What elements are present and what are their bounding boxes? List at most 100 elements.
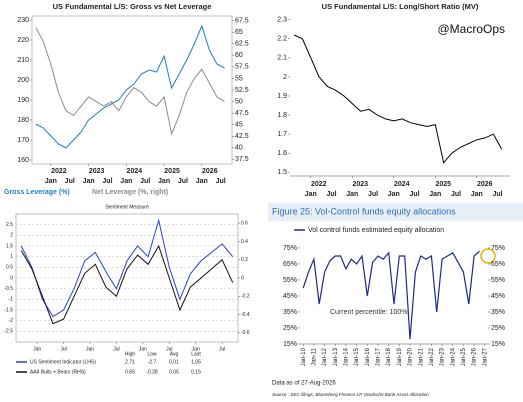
- y2-tick-label: 57.5: [235, 64, 249, 71]
- highlight-circle: [480, 248, 496, 264]
- legend-label: US Sentiment Indicator (LHS): [30, 359, 96, 365]
- y-tick-label: 65%: [283, 261, 297, 268]
- x-tick-label: Jan-17: [376, 347, 382, 366]
- x-tick-label: Jan-23: [440, 347, 446, 366]
- y2-tick-label: -0.2: [241, 294, 250, 300]
- x-tick-label: Jan: [192, 346, 200, 352]
- x-tick-label: 2025: [164, 168, 180, 175]
- x-tick-label: 2025: [435, 181, 451, 188]
- x-tick-label: 2024: [127, 168, 143, 175]
- y-tick-label: 2: [10, 233, 13, 239]
- x-tick-label: Jan-10: [301, 347, 307, 366]
- y2-tick-label: 47.5: [235, 110, 249, 117]
- y-tick-label: -1: [9, 297, 14, 303]
- x-tick-label: Jan-15: [354, 347, 360, 366]
- y-tick-label: 170: [17, 137, 29, 144]
- chart-title: US Fundamental L/S: Gross vs Net Leverag…: [53, 2, 212, 11]
- y-tick-label: 1.7: [277, 131, 287, 138]
- x-tick-label: 2026: [202, 168, 218, 175]
- x-tick-label: Jan-20: [408, 347, 414, 366]
- stat-value: 0.01: [169, 359, 179, 365]
- month-tick-label: Jul: [216, 178, 226, 185]
- y-tick-label: 75%: [283, 245, 297, 252]
- x-tick-label: Jan-21: [418, 347, 424, 366]
- y-tick-label: 1.8: [277, 112, 287, 119]
- x-tick-label: Jul: [166, 346, 172, 352]
- month-tick-label: Jul: [65, 178, 75, 185]
- month-tick-label: Jul: [492, 191, 502, 198]
- stat-value: 1.05: [191, 359, 201, 365]
- x-tick-label: Jan: [86, 346, 94, 352]
- y-tick-label: 0.5: [6, 265, 13, 271]
- month-tick-label: Jan: [346, 191, 358, 198]
- month-tick-label: Jul: [140, 178, 150, 185]
- x-tick-label: Jan-26: [472, 347, 478, 366]
- y-tick-label: 1.9: [277, 93, 287, 100]
- month-tick-label: Jan: [388, 191, 400, 198]
- y-tick-label: 2.2: [277, 36, 287, 43]
- month-tick-label: Jul: [368, 191, 378, 198]
- y-tick-label: 15%: [283, 341, 297, 348]
- month-tick-label: Jul: [178, 178, 188, 185]
- stat-header: Low: [147, 351, 157, 357]
- y-tick-label: -2.5: [4, 329, 13, 335]
- y-tick-label: 25%: [283, 325, 297, 332]
- y-tick-label: -1.5: [4, 307, 13, 313]
- series-line: [35, 27, 225, 136]
- x-tick-label: Jan-25: [461, 347, 467, 366]
- y-tick-label: 160: [17, 157, 29, 164]
- y-tick-label: 200: [17, 77, 29, 84]
- y2-tick-label: 75%: [491, 245, 505, 252]
- stat-value: -0.28: [146, 369, 158, 375]
- y2-tick-label: 25%: [491, 325, 505, 332]
- y-tick-label: 2.3: [277, 17, 287, 24]
- y2-tick-label: 0: [241, 275, 244, 281]
- series-line: [20, 218, 234, 318]
- stat-header: Avg: [170, 351, 179, 357]
- month-tick-label: Jan: [83, 178, 95, 185]
- y-tick-label: 230: [17, 17, 29, 24]
- x-tick-label: Jan: [33, 346, 41, 352]
- y-tick-label: 180: [17, 117, 29, 124]
- series-line: [20, 244, 234, 325]
- x-tick-label: Jul: [219, 346, 225, 352]
- legend-label: Vol control funds estimated equity alloc…: [308, 227, 444, 234]
- y2-tick-label: 15%: [491, 341, 505, 348]
- x-tick-label: Jul: [113, 346, 119, 352]
- y-tick-label: 55%: [283, 277, 297, 284]
- y-tick-label: 190: [17, 97, 29, 104]
- stat-value: 0.65: [125, 369, 135, 375]
- y2-tick-label: 55: [235, 75, 243, 82]
- chart-title: Figure 25: Vol-Control funds equity allo…: [272, 206, 456, 216]
- stat-header: Last: [191, 351, 201, 357]
- y2-tick-label: 35%: [491, 309, 505, 316]
- y2-tick-label: 37.5: [235, 156, 249, 163]
- y2-tick-label: 55%: [491, 277, 505, 284]
- x-tick-label: Jan-27: [482, 347, 488, 366]
- y2-tick-label: 45%: [491, 293, 505, 300]
- stat-value: 0.15: [191, 369, 201, 375]
- note: Data as of 27-Aug-2026: [272, 381, 336, 387]
- y2-tick-label: -0.4: [241, 312, 250, 318]
- y-tick-label: 45%: [283, 293, 297, 300]
- y2-tick-label: 0.6: [241, 220, 248, 226]
- series-line: [293, 34, 503, 164]
- x-tick-label: Jan-19: [397, 347, 403, 366]
- y2-tick-label: 60: [235, 52, 243, 59]
- y2-tick-label: 65: [235, 29, 243, 36]
- y-tick-label: -0.5: [4, 286, 13, 292]
- x-tick-label: Jan-18: [386, 347, 392, 366]
- y-tick-label: -2: [9, 318, 14, 324]
- y-tick-label: 1.5: [277, 169, 287, 176]
- y2-tick-label: -0.6: [241, 330, 250, 336]
- legend-label: Gross Leverage (%): [4, 189, 70, 196]
- month-tick-label: Jul: [102, 178, 112, 185]
- y-tick-label: 210: [17, 57, 29, 64]
- x-tick-label: Jan: [139, 346, 147, 352]
- annotation: Current percentile: 100%: [330, 309, 407, 316]
- source: Source : SEC filings, Bloomberg Finance …: [272, 392, 429, 397]
- y-tick-label: 2.5: [6, 222, 13, 228]
- x-tick-label: 2023: [352, 181, 368, 188]
